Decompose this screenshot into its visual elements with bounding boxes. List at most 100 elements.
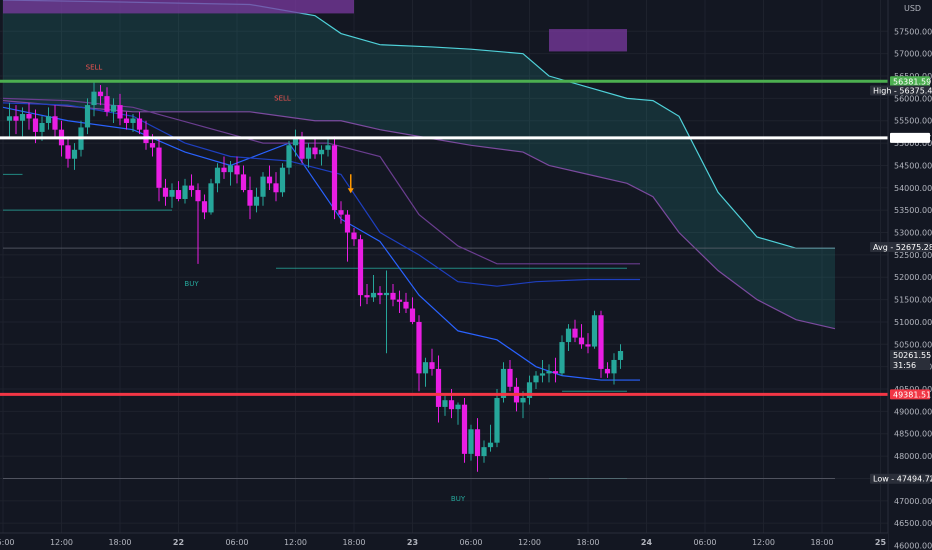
candle-body (39, 122, 45, 132)
candle-30 (195, 183, 201, 264)
candle-body (312, 147, 318, 155)
candle-body (383, 292, 390, 296)
candle-65 (422, 357, 429, 387)
candle-66 (429, 348, 435, 376)
cloud-lower-line (2, 100, 836, 330)
price-tag-2: 55117.17 (890, 132, 931, 143)
candle-body (123, 118, 130, 123)
candle-body (390, 292, 396, 300)
candle-45 (292, 129, 299, 157)
price-tag-6: Low - 47494.72 (870, 473, 932, 484)
price-tag-text: Low - 47494.72 (873, 475, 932, 484)
candle-15 (97, 84, 104, 106)
candle-body (26, 114, 32, 119)
candle-body (539, 373, 546, 376)
candle-body (208, 183, 214, 213)
time-tick-3: 22 (173, 538, 184, 547)
candle-17 (110, 98, 117, 123)
candle-body (533, 375, 539, 383)
time-tick-6: 18:00 (342, 538, 365, 547)
candle-25 (162, 178, 169, 206)
candle-48 (312, 138, 318, 159)
candle-body (279, 167, 286, 193)
candle-52 (338, 201, 344, 224)
candle-32 (208, 178, 214, 215)
price-tick-47000: 47000.00 (894, 497, 932, 506)
candle-64 (416, 315, 422, 392)
candle-body (500, 368, 507, 398)
price-axis[interactable]: USD 46000.0046500.0047000.0047500.004800… (870, 0, 932, 550)
candle-39 (253, 187, 260, 213)
candle-76 (494, 389, 500, 448)
candle-34 (221, 156, 227, 179)
candle-body (130, 118, 136, 123)
candle-body (416, 321, 422, 374)
candle-body (377, 292, 383, 296)
price-tick-54000: 54000.00 (894, 184, 932, 193)
price-tag-0: 56381.59 (890, 76, 931, 87)
candle-body (572, 328, 578, 338)
candle-body (487, 442, 494, 448)
candle-38 (247, 176, 253, 220)
candle-body (448, 400, 455, 410)
candle-59 (383, 270, 390, 354)
candle-49 (318, 145, 325, 166)
level-lines (3, 173, 835, 479)
candle-91 (591, 310, 598, 349)
candle-body (494, 397, 500, 443)
candle-33 (214, 163, 221, 193)
candle-body (578, 337, 585, 345)
candle-body (65, 145, 71, 159)
time-tick-7: 23 (407, 538, 418, 547)
candle-body (175, 190, 182, 199)
time-tick-14: 18:00 (810, 538, 833, 547)
candle-2 (13, 105, 19, 135)
candle-24 (156, 138, 162, 202)
price-tick-51000: 51000.00 (894, 318, 932, 327)
horizontal-price-lines[interactable] (0, 79, 888, 396)
price-tag-text: 55117.17 (893, 134, 931, 143)
candle-body (266, 176, 273, 184)
candle-body (325, 145, 331, 150)
candle-62 (403, 292, 409, 314)
candle-body (442, 400, 448, 407)
price-tag-countdown: 31:56 (893, 361, 916, 370)
time-tick-4: 06:00 (225, 538, 248, 547)
candle-body (71, 149, 78, 159)
price-tick-46500: 46500.00 (894, 519, 932, 528)
candle-body (214, 167, 221, 184)
candle-body (292, 138, 299, 146)
candle-body (19, 114, 26, 121)
candle-body (611, 359, 617, 374)
candle-61 (396, 290, 403, 314)
candle-93 (604, 362, 611, 378)
candle-body (162, 187, 169, 197)
candle-11 (71, 143, 78, 170)
time-axis-background (0, 533, 888, 550)
candle-73 (474, 418, 481, 472)
price-tag-text: Avg - 52675.28 (873, 243, 932, 252)
candle-50 (325, 138, 331, 157)
candle-29 (188, 174, 195, 197)
time-tick-12: 06:00 (693, 538, 716, 547)
candle-body (305, 147, 312, 159)
time-axis[interactable]: 06:00 12:00 18:00 22 06:00 12:00 18:00 23 06:00 1… (0, 532, 888, 550)
cloud-upper-line (2, 0, 835, 249)
candle-27 (175, 181, 182, 202)
price-tick-53500: 53500.00 (894, 206, 932, 215)
candle-body (13, 116, 19, 121)
highlight-box-1 (549, 29, 627, 52)
price-tag-bg (890, 349, 930, 370)
price-tick-46000: 46000.00 (894, 542, 932, 550)
signal-labels: SELL SELL BUY BUY (86, 63, 466, 503)
candle-body (598, 315, 604, 369)
candle-1 (6, 102, 13, 139)
candle-body (429, 362, 435, 369)
candle-42 (273, 172, 279, 202)
candle-body (253, 196, 260, 206)
candle-body (507, 368, 513, 387)
time-tick-15: 25 (875, 538, 887, 547)
price-tag-text: 50261.55 (893, 351, 931, 360)
